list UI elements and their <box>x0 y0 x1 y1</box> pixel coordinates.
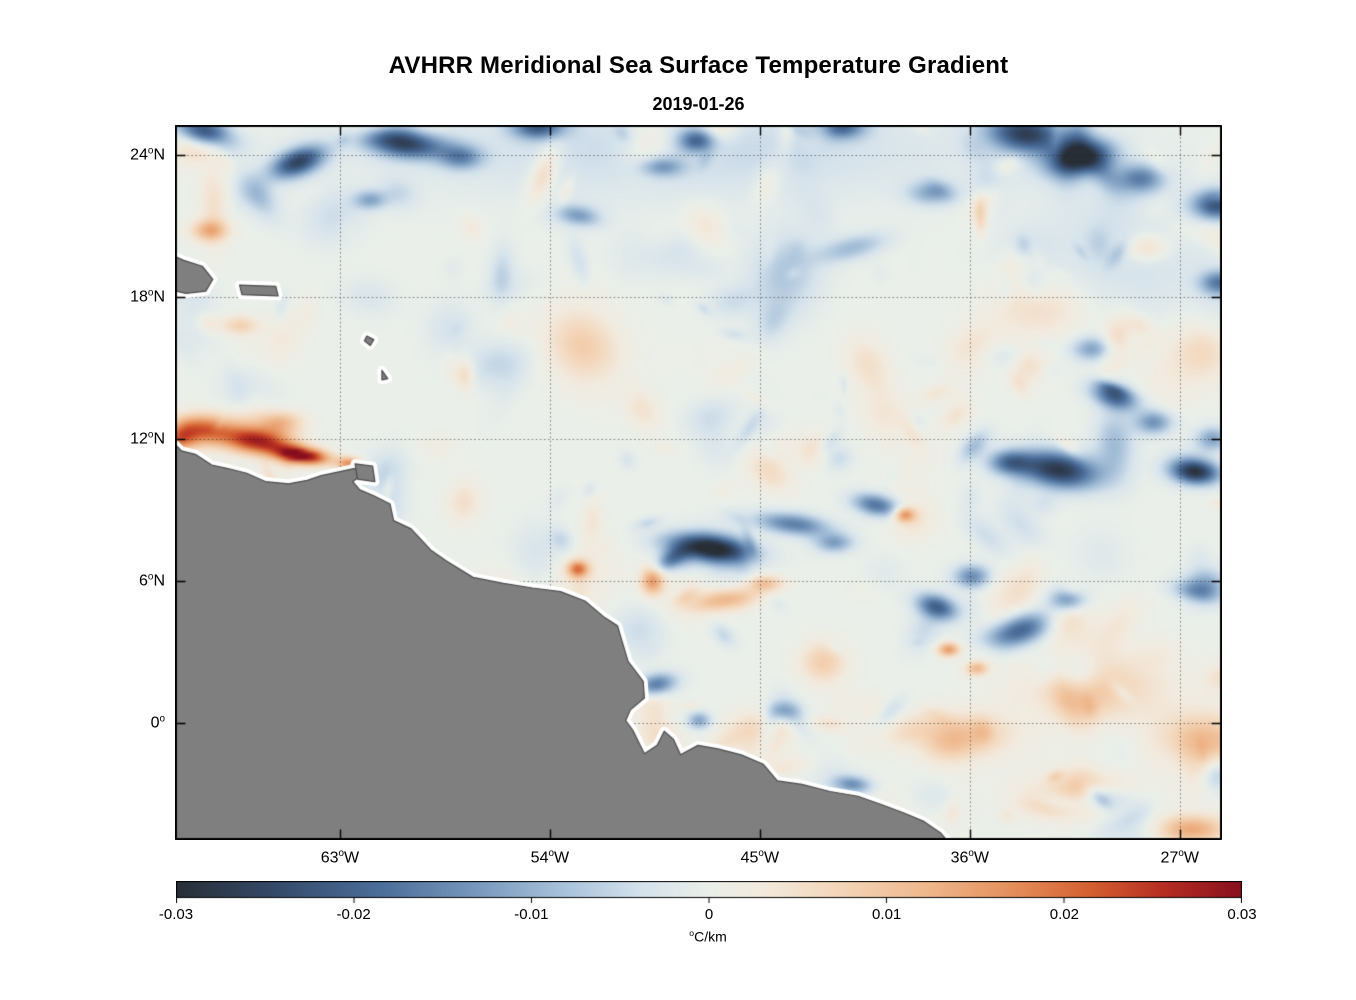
x-tick-label: 36oW <box>950 848 990 867</box>
colorbar-tick-label: 0.02 <box>1049 906 1079 923</box>
colorbar <box>176 881 1242 904</box>
y-tick-label: 12oN <box>130 429 165 448</box>
x-tick-label: 54oW <box>530 848 570 867</box>
colorbar-tick-label: -0.01 <box>514 906 549 923</box>
colorbar-tick-label: 0.03 <box>1227 906 1257 923</box>
x-tick-label: 27oW <box>1160 848 1199 867</box>
colorbar-tick-label: 0 <box>704 906 714 923</box>
y-tick-label: 24oN <box>130 145 165 164</box>
x-tick-label: 63oW <box>320 848 360 867</box>
y-tick-label: 0o <box>150 713 165 732</box>
colorbar-tick-label: -0.02 <box>336 906 371 923</box>
chart-title: AVHRR Meridional Sea Surface Temperature… <box>388 52 1009 79</box>
y-tick-label: 6oN <box>139 571 165 590</box>
x-tick-label: 45oW <box>740 848 780 867</box>
colorbar-unit-label: oC/km <box>689 928 727 945</box>
colorbar-tick-label: -0.03 <box>158 906 194 923</box>
sst-gradient-map-canvas <box>175 125 1222 840</box>
y-tick-label: 18oN <box>130 287 165 306</box>
chart-subtitle: 2019-01-26 <box>652 94 745 114</box>
colorbar-tick-label: 0.01 <box>872 906 902 923</box>
